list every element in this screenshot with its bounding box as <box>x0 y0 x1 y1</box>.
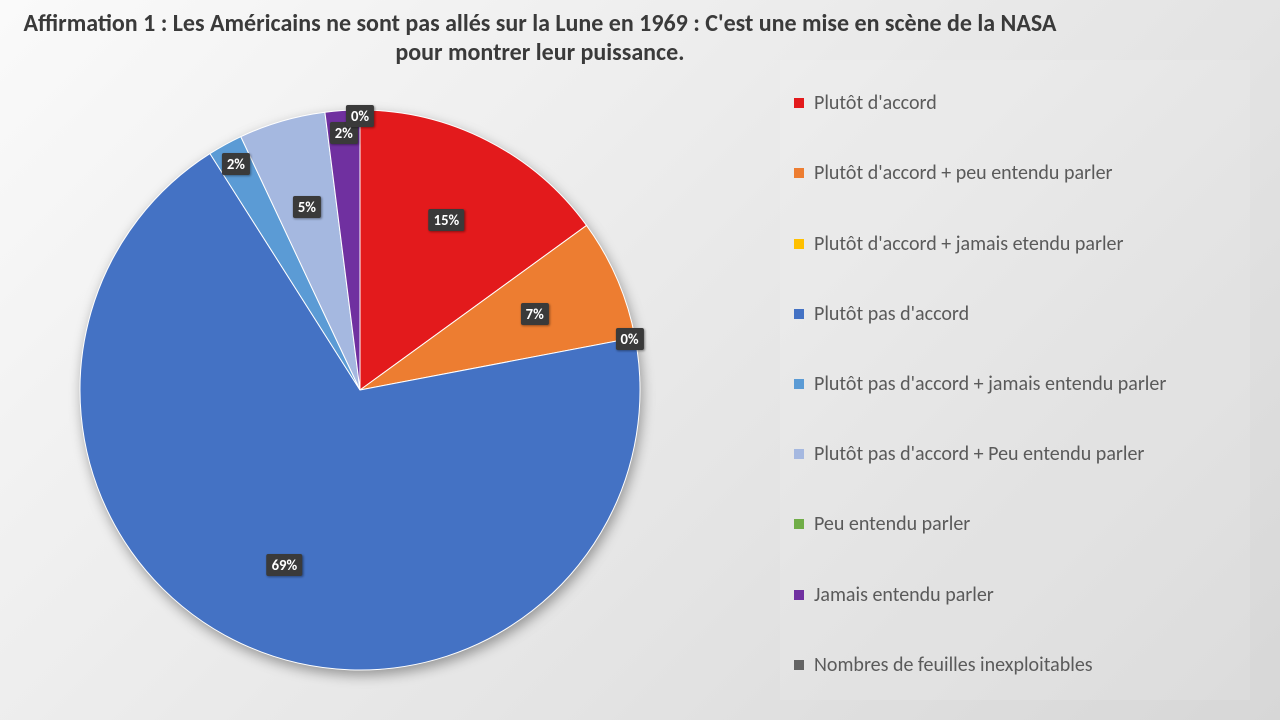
legend-swatch <box>794 590 804 600</box>
legend-swatch <box>794 449 804 459</box>
legend-label: Plutôt pas d'accord <box>814 302 969 326</box>
legend-label: Plutôt d'accord + peu entendu parler <box>814 161 1113 185</box>
pie-data-label: 2% <box>222 153 250 175</box>
legend-label: Plutôt d'accord <box>814 91 937 115</box>
legend-swatch <box>794 168 804 178</box>
chart-title: Affirmation 1 : Les Américains ne sont p… <box>20 10 1060 68</box>
legend-item: Plutôt pas d'accord + jamais entendu par… <box>794 349 1250 419</box>
legend-item: Peu entendu parler <box>794 489 1250 559</box>
legend-item: Plutôt d'accord + peu entendu parler <box>794 138 1250 208</box>
legend-swatch <box>794 379 804 389</box>
legend-item: Nombres de feuilles inexploitables <box>794 630 1250 700</box>
legend-item: Plutôt pas d'accord + Peu entendu parler <box>794 419 1250 489</box>
pie-data-label: 5% <box>293 196 321 218</box>
legend-swatch <box>794 309 804 319</box>
pie-data-label: 0% <box>615 328 643 350</box>
pie-data-label: 15% <box>429 209 465 231</box>
pie-chart: 15%7%0%69%2%5%2%0% <box>60 90 660 690</box>
pie-data-label: 69% <box>267 554 303 576</box>
legend-swatch <box>794 519 804 529</box>
legend-label: Nombres de feuilles inexploitables <box>814 653 1093 677</box>
legend-item: Plutôt d'accord <box>794 68 1250 138</box>
legend-item: Plutôt pas d'accord <box>794 279 1250 349</box>
legend-swatch <box>794 239 804 249</box>
chart-container: Affirmation 1 : Les Américains ne sont p… <box>0 0 1280 720</box>
pie-data-label: 7% <box>521 303 549 325</box>
legend-panel: Plutôt d'accord Plutôt d'accord + peu ent… <box>780 60 1250 700</box>
legend-label: Peu entendu parler <box>814 512 970 536</box>
pie-svg <box>60 90 660 690</box>
legend-label: Plutôt pas d'accord + Peu entendu parler <box>814 442 1144 466</box>
legend-item: Plutôt d'accord + jamais etendu parler <box>794 208 1250 278</box>
legend-label: Plutôt pas d'accord + jamais entendu par… <box>814 372 1166 396</box>
legend-swatch <box>794 98 804 108</box>
legend-label: Plutôt d'accord + jamais etendu parler <box>814 232 1123 256</box>
legend-swatch <box>794 660 804 670</box>
legend-label: Jamais entendu parler <box>814 583 994 607</box>
pie-data-label: 0% <box>346 105 374 127</box>
legend-item: Jamais entendu parler <box>794 560 1250 630</box>
